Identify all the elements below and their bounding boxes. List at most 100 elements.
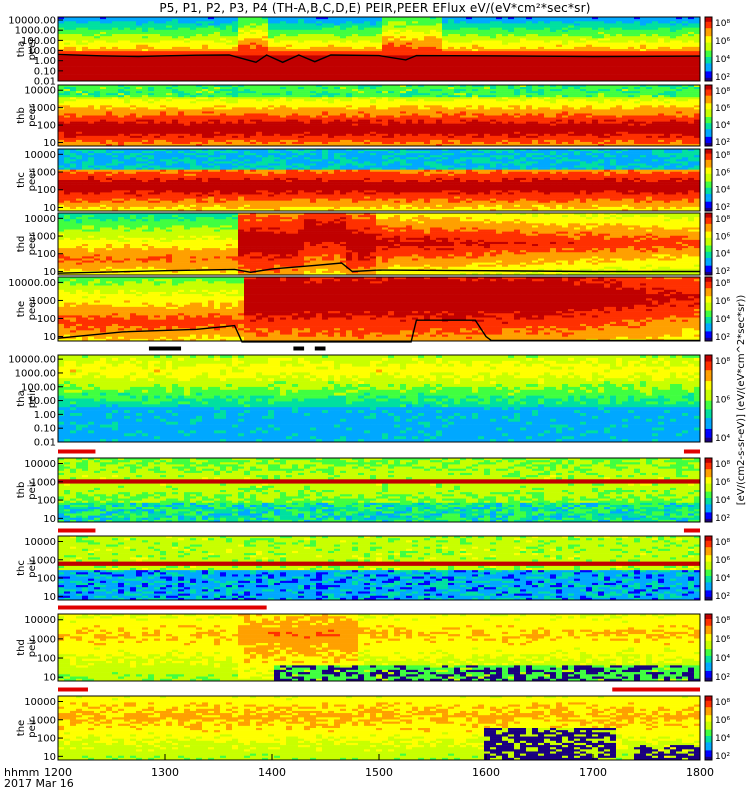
heatmap-cell <box>658 53 665 56</box>
heatmap-cell <box>652 23 659 26</box>
heatmap-cell <box>232 95 239 98</box>
heatmap-cell <box>340 131 347 135</box>
heatmap-cell <box>652 74 659 78</box>
heatmap-cell <box>214 19 221 22</box>
heatmap-cell <box>232 127 239 131</box>
heatmap-cell <box>340 29 347 33</box>
heatmap-cell <box>136 23 143 26</box>
heatmap-cell <box>406 78 413 82</box>
heatmap-cell <box>106 85 113 88</box>
heatmap-cell <box>682 74 689 78</box>
heatmap-cell <box>478 59 485 63</box>
heatmap-cell <box>190 101 197 104</box>
heatmap-cell <box>658 19 665 22</box>
heatmap-cell <box>340 74 347 78</box>
heatmap-cell <box>256 89 263 92</box>
heatmap-cell <box>124 99 131 102</box>
heatmap-cell <box>562 40 569 43</box>
heatmap-cell <box>508 68 515 71</box>
heatmap-cell <box>274 40 281 43</box>
heatmap-cell <box>430 44 437 48</box>
heatmap-cell <box>430 76 437 80</box>
heatmap-cell <box>508 29 515 33</box>
heatmap-cell <box>238 99 245 102</box>
heatmap-cell <box>172 139 179 143</box>
heatmap-cell <box>292 42 299 46</box>
heatmap-cell <box>388 111 395 114</box>
heatmap-cell <box>214 21 221 24</box>
heatmap-cell <box>592 74 599 78</box>
heatmap-cell <box>526 61 533 65</box>
heatmap-cell <box>610 29 617 33</box>
heatmap-cell <box>484 42 491 46</box>
heatmap-cell <box>604 38 611 41</box>
heatmap-cell <box>232 29 239 33</box>
heatmap-cell <box>676 27 683 31</box>
heatmap-cell <box>622 31 629 35</box>
heatmap-cell <box>220 21 227 24</box>
heatmap-cell <box>382 70 389 73</box>
heatmap-cell <box>202 19 209 22</box>
heatmap-cell <box>166 99 173 102</box>
heatmap-cell <box>310 97 317 100</box>
heatmap-cell <box>574 42 581 46</box>
heatmap-cell <box>670 68 677 71</box>
heatmap-cell <box>604 23 611 26</box>
heatmap-cell <box>442 34 449 37</box>
heatmap-cell <box>328 91 335 94</box>
heatmap-cell <box>178 85 185 88</box>
heatmap-cell <box>226 127 233 131</box>
heatmap-cell <box>436 34 443 37</box>
heatmap-cell <box>328 27 335 31</box>
heatmap-cell <box>340 61 347 65</box>
heatmap-cell <box>532 36 539 39</box>
heatmap-cell <box>286 44 293 48</box>
heatmap-cell <box>676 49 683 52</box>
heatmap-cell <box>322 139 329 143</box>
heatmap-cell <box>136 59 143 63</box>
heatmap-cell <box>250 74 257 78</box>
heatmap-cell <box>448 44 455 48</box>
heatmap-cell <box>268 107 275 110</box>
heatmap-cell <box>142 129 149 133</box>
heatmap-cell <box>94 34 101 37</box>
heatmap-cell <box>208 57 215 60</box>
heatmap-cell <box>364 87 371 90</box>
heatmap-cell <box>676 29 683 33</box>
heatmap-cell <box>76 99 83 102</box>
heatmap-cell <box>160 61 167 65</box>
heatmap-cell <box>256 27 263 31</box>
heatmap-cell <box>256 97 263 100</box>
heatmap-cell <box>370 46 377 50</box>
heatmap-cell <box>76 76 83 80</box>
heatmap-cell <box>310 91 317 94</box>
heatmap-cell <box>520 78 527 82</box>
heatmap-cell <box>184 129 191 133</box>
heatmap-cell <box>178 113 185 116</box>
heatmap-cell <box>664 53 671 56</box>
heatmap-cell <box>148 87 155 90</box>
heatmap-cell <box>142 27 149 31</box>
heatmap-cell <box>64 51 71 54</box>
heatmap-cell <box>166 137 173 141</box>
heatmap-cell <box>298 117 305 120</box>
heatmap-cell <box>298 51 305 54</box>
heatmap-cell <box>106 61 113 65</box>
heatmap-cell <box>100 34 107 37</box>
heatmap-cell <box>574 19 581 22</box>
heatmap-cell <box>112 87 119 90</box>
heatmap-cell <box>196 55 203 58</box>
heatmap-cell <box>76 141 83 145</box>
heatmap-cell <box>88 46 95 50</box>
heatmap-cell <box>682 19 689 22</box>
heatmap-cell <box>550 76 557 80</box>
heatmap-cell <box>190 133 197 137</box>
heatmap-cell <box>604 74 611 78</box>
heatmap-cell <box>124 93 131 96</box>
heatmap-cell <box>70 70 77 73</box>
heatmap-cell <box>136 97 143 100</box>
heatmap-cell <box>94 119 101 122</box>
heatmap-cell <box>244 115 251 118</box>
heatmap-cell <box>568 42 575 46</box>
heatmap-cell <box>334 40 341 43</box>
